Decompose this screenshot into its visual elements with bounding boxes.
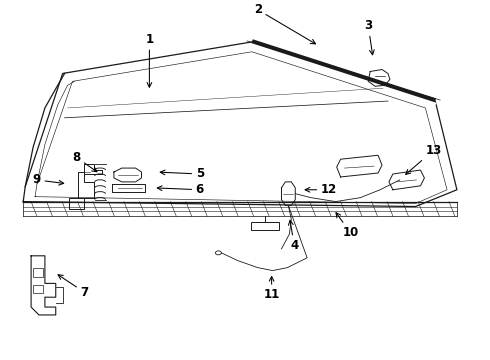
Text: 2: 2 xyxy=(254,3,316,44)
Text: 1: 1 xyxy=(146,33,153,87)
Text: 11: 11 xyxy=(264,276,280,301)
Text: 3: 3 xyxy=(364,19,374,55)
Text: 9: 9 xyxy=(33,174,64,186)
Text: 5: 5 xyxy=(160,167,204,180)
Text: 7: 7 xyxy=(58,275,89,299)
Bar xyxy=(251,222,278,230)
Text: 4: 4 xyxy=(289,220,298,252)
Text: 8: 8 xyxy=(72,151,97,172)
Bar xyxy=(33,285,43,293)
Text: 6: 6 xyxy=(157,183,204,196)
Text: 12: 12 xyxy=(305,183,337,196)
Text: 10: 10 xyxy=(336,213,359,239)
Bar xyxy=(33,267,43,278)
Text: 13: 13 xyxy=(406,144,441,174)
